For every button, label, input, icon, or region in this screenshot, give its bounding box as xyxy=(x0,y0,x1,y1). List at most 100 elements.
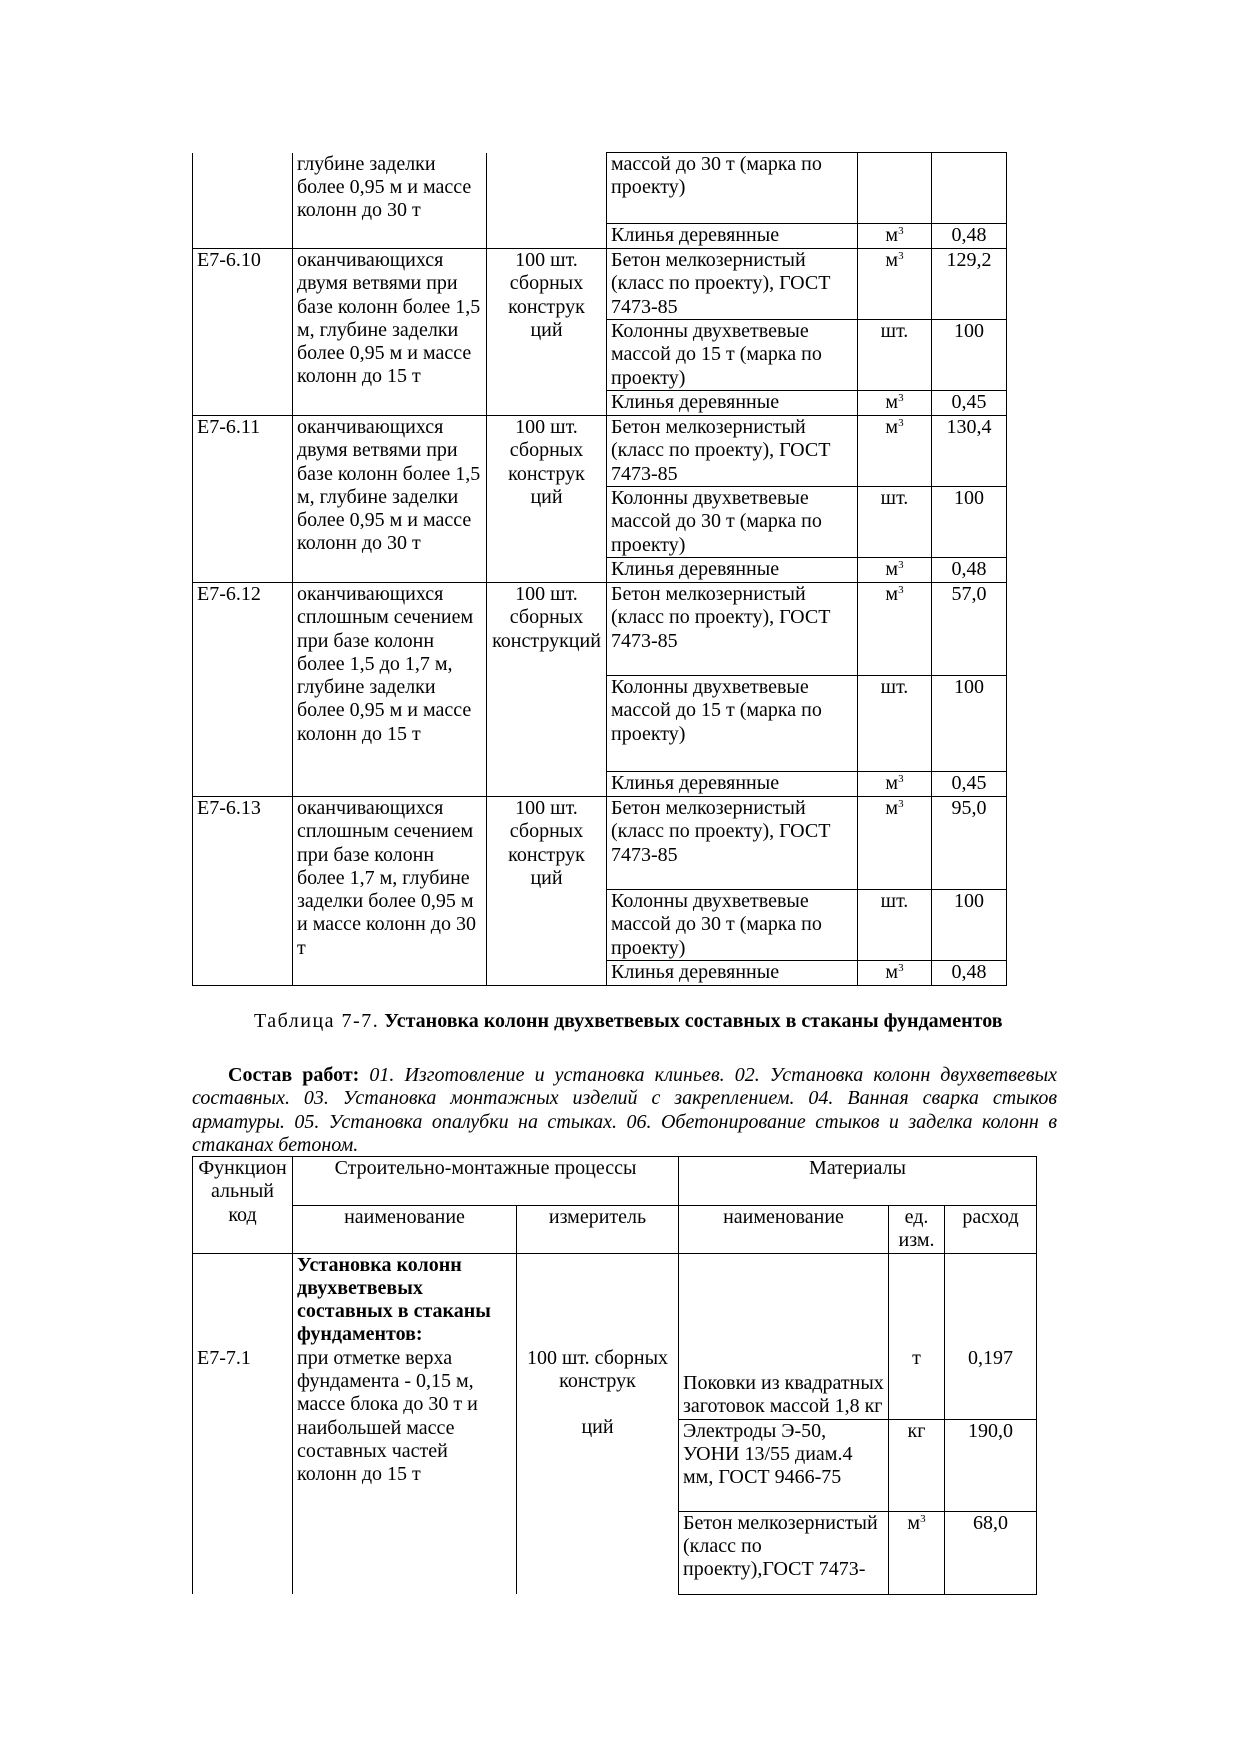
material-amount: 57,0 xyxy=(931,582,1007,676)
measure-cell: 100 шт. сборных конструк ций xyxy=(486,796,607,986)
header-material-name: наименование xyxy=(678,1205,889,1254)
measure-cell: 100 шт. сборных конструкций xyxy=(486,582,607,797)
material-name: Клинья деревянные xyxy=(606,960,858,986)
material-unit: м3 xyxy=(857,796,932,890)
description-cell: Установка колонн двухветвевых составных … xyxy=(292,1252,517,1595)
table-row: Е7-6.10 оканчивающихся двумя ветвями при … xyxy=(192,248,1007,416)
material-amount: 68,0 xyxy=(944,1510,1037,1595)
material-unit: м3 xyxy=(857,771,932,797)
measure-cell: 100 шт. сборных конструк ций xyxy=(486,415,607,583)
description-cell: оканчивающихся сплошным сечением при баз… xyxy=(292,582,487,797)
material-unit: шт. xyxy=(857,889,932,961)
caption-label: Таблица 7-7. xyxy=(254,1010,380,1032)
material-unit: м3 xyxy=(857,582,932,676)
material-name: Колонны двухветвевые массой до 15 т (мар… xyxy=(606,319,858,391)
code-cell: Е7-6.10 xyxy=(192,248,293,416)
row-description: при отметке верха фундамента - 0,15 м, м… xyxy=(297,1346,478,1486)
code-cell: Е7-6.12 xyxy=(192,582,293,797)
material-amount: 100 xyxy=(931,486,1007,558)
material-unit: т xyxy=(888,1252,945,1420)
work-text: 01. Изготовление и установка клиньев. 02… xyxy=(192,1064,1057,1156)
material-unit: м3 xyxy=(857,223,932,249)
material-name: Клинья деревянные xyxy=(606,390,858,416)
header-measure: измеритель xyxy=(516,1205,679,1254)
material-name: Бетон мелкозернистый (класс по проекту),… xyxy=(606,582,858,676)
material-name: Колонны двухветвевые массой до 30 т (мар… xyxy=(606,486,858,558)
table-row: Е7-6.12 оканчивающихся сплошным сечением … xyxy=(192,582,1007,797)
material-amount: 130,4 xyxy=(931,415,1007,487)
material-name: Электроды Э-50, УОНИ 13/55 диам.4 мм, ГО… xyxy=(678,1418,889,1512)
table-row: Бетон мелкозернистый (класс по проекту),… xyxy=(193,1510,1037,1595)
material-amount: 0,48 xyxy=(931,557,1007,583)
table-row: Е7-7.1 Установка колонн двухветвевых сос… xyxy=(192,1252,1037,1595)
code-cell: Е7-6.13 xyxy=(192,796,293,986)
description-cell: глубине заделки более 0,95 м и массе кол… xyxy=(292,152,487,249)
table-row: Е7-6.11 оканчивающихся двумя ветвями при … xyxy=(192,415,1007,583)
description-cell: оканчивающихся сплошным сечением при баз… xyxy=(292,796,487,986)
description-cell: оканчивающихся двумя ветвями при базе ко… xyxy=(292,248,487,416)
work-composition: Состав работ: 01. Изготовление и установ… xyxy=(192,1064,1057,1157)
header-processes: Строительно-монтажные процессы xyxy=(292,1156,679,1206)
header-name: наименование xyxy=(292,1205,517,1254)
material-unit xyxy=(857,152,932,224)
table-row: Клинья деревянные м3 0,45 xyxy=(193,390,1007,416)
material-amount: 0,45 xyxy=(931,390,1007,416)
table-row: Клинья деревянные м3 0,48 xyxy=(193,557,1007,583)
material-unit: м3 xyxy=(857,960,932,986)
material-name: Клинья деревянные xyxy=(606,557,858,583)
caption-title: Установка колонн двухветвевых составных … xyxy=(384,1010,1003,1032)
material-name: Бетон мелкозернистый (класс по проекту),… xyxy=(606,796,858,890)
material-name: Клинья деревянные xyxy=(606,771,858,797)
table-caption: Таблица 7-7. Установка колонн двухветвев… xyxy=(254,1010,1003,1033)
material-amount: 0,48 xyxy=(931,223,1007,249)
material-name: Колонны двухветвевые массой до 15 т (мар… xyxy=(606,675,858,772)
measure-cell xyxy=(486,152,607,249)
material-amount: 129,2 xyxy=(931,248,1007,320)
header-row: наименование измеритель наименование ед.… xyxy=(193,1205,1037,1254)
code-cell: Е7-7.1 xyxy=(192,1252,293,1595)
table-row: глубине заделки более 0,95 м и массе кол… xyxy=(192,152,1007,249)
table-row: Клинья деревянные м3 0,45 xyxy=(193,771,1007,797)
material-name: Колонны двухветвевые массой до 30 т (мар… xyxy=(606,889,858,961)
material-unit: шт. xyxy=(857,319,932,391)
row-title: Установка колонн двухветвевых составных … xyxy=(297,1253,491,1346)
table-row: Колонны двухветвевые массой до 15 т (мар… xyxy=(193,675,1007,772)
table-row: Колонны двухветвевые массой до 15 т (мар… xyxy=(193,319,1007,391)
material-name: Бетон мелкозернистый (класс по проекту),… xyxy=(606,248,858,320)
code-cell xyxy=(192,152,293,249)
material-name: Бетон мелкозернистый (класс по проекту),… xyxy=(678,1510,889,1595)
material-unit: м3 xyxy=(857,390,932,416)
header-code: Функцион альный код xyxy=(192,1156,293,1254)
header-materials: Материалы xyxy=(678,1156,1037,1206)
material-unit: шт. xyxy=(857,675,932,772)
material-amount: 100 xyxy=(931,889,1007,961)
material-name: Поковки из квадратных заготовок массой 1… xyxy=(678,1252,889,1420)
table-row: Е7-6.13 оканчивающихся сплошным сечением … xyxy=(192,796,1007,986)
material-unit: кг xyxy=(888,1418,945,1512)
table-row: Клинья деревянные м3 0,48 xyxy=(193,223,1007,249)
table-row: Клинья деревянные м3 0,48 xyxy=(193,960,1007,986)
material-amount: 0,45 xyxy=(931,771,1007,797)
material-amount: 100 xyxy=(931,319,1007,391)
material-amount: 0,197 xyxy=(944,1252,1037,1420)
material-amount: 95,0 xyxy=(931,796,1007,890)
table-row: Колонны двухветвевые массой до 30 т (мар… xyxy=(193,889,1007,961)
header-unit: ед. изм. xyxy=(888,1205,945,1254)
material-unit: м3 xyxy=(857,557,932,583)
table-row: Электроды Э-50, УОНИ 13/55 диам.4 мм, ГО… xyxy=(193,1418,1037,1512)
measure-cell: 100 шт. сборных конструк ций xyxy=(486,248,607,416)
material-amount: 100 xyxy=(931,675,1007,772)
material-unit: м3 xyxy=(888,1510,945,1595)
material-amount: 0,48 xyxy=(931,960,1007,986)
work-label: Состав работ: xyxy=(228,1064,360,1086)
header-row: Функцион альный код Строительно-монтажны… xyxy=(192,1156,1037,1254)
code-cell: Е7-6.11 xyxy=(192,415,293,583)
norms-table-7-7: Функцион альный код Строительно-монтажны… xyxy=(192,1156,1037,1595)
header-amount: расход xyxy=(944,1205,1037,1254)
material-unit: м3 xyxy=(857,248,932,320)
material-amount xyxy=(931,152,1007,224)
material-name: Клинья деревянные xyxy=(606,223,858,249)
material-unit: шт. xyxy=(857,486,932,558)
material-name: Бетон мелкозернистый (класс по проекту),… xyxy=(606,415,858,487)
